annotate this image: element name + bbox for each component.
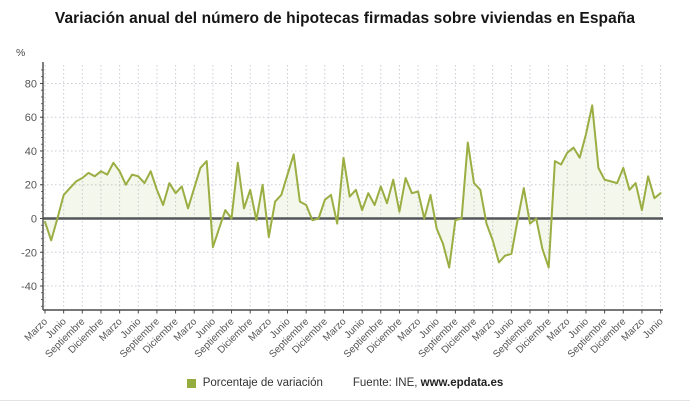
y-axis-tick-label: -40 (21, 281, 37, 293)
y-axis-unit-label: % (16, 47, 26, 59)
legend-item: Porcentaje de variación (186, 377, 323, 389)
source-text: Fuente: INE, www.epdata.es (353, 377, 503, 389)
y-axis-tick-label: 60 (25, 112, 37, 124)
variation-series-line (44, 104, 662, 269)
legend-label: Porcentaje de variación (202, 377, 323, 389)
x-axis-tick-label: Junio (641, 316, 666, 341)
chart-footer: Porcentaje de variación Fuente: INE, www… (0, 373, 690, 393)
source-site-label: www.epdata.es (420, 377, 504, 389)
y-axis-tick-label: 40 (25, 146, 37, 158)
source-prefix: Fuente: INE, (352, 377, 421, 389)
y-axis-tick-label: 20 (25, 180, 37, 192)
legend-swatch-icon (186, 378, 196, 388)
y-axis-tick-label: -20 (21, 247, 37, 259)
y-axis-tick-label: 0 (31, 214, 37, 226)
series-area-fill (45, 105, 661, 268)
chart-title: Variación anual del número de hipotecas … (54, 10, 636, 27)
y-axis-tick-label: 80 (25, 78, 37, 90)
bottom-divider (0, 400, 690, 401)
